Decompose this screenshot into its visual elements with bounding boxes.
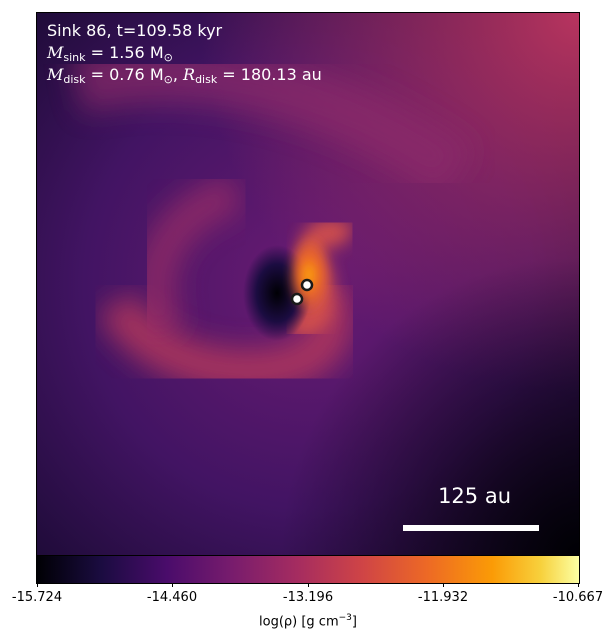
- scale-bar: [403, 525, 539, 531]
- colorbar-tick: [37, 583, 38, 587]
- sink-marker-1: [300, 278, 314, 292]
- sink-title: Sink 86, t=109.58 kyr: [47, 21, 223, 40]
- colorbar-tick-label: -15.724: [11, 590, 63, 605]
- spiral-arm-left: [135, 173, 244, 342]
- colorbar-tick-label: -14.460: [146, 590, 198, 605]
- colorbar-label-end: ]: [351, 614, 357, 630]
- colorbar-label-main: log(ρ) [g cm: [259, 614, 339, 630]
- mass-symbol-disk: M: [47, 65, 64, 84]
- density-map: [37, 13, 579, 555]
- sun-symbol-disk: ⊙: [163, 73, 173, 86]
- sink-subscript: sink: [63, 51, 86, 64]
- colorbar: [36, 555, 580, 584]
- sink-mass-label: Msink = 1.56 M⊙: [47, 43, 173, 68]
- density-image: Sink 86, t=109.58 kyr Msink = 1.56 M⊙ Md…: [36, 12, 580, 556]
- colorbar-tick-label: -13.196: [282, 590, 334, 605]
- colorbar-label: log(ρ) [g cm−3]: [259, 613, 357, 629]
- disk-mass-value: = 0.76 M: [85, 65, 164, 84]
- disk-radius-value: = 180.13 au: [217, 65, 322, 84]
- mass-symbol: M: [47, 43, 64, 62]
- colorbar-label-exponent: −3: [338, 613, 352, 623]
- sun-symbol: ⊙: [163, 51, 173, 64]
- sink-marker-2: [290, 292, 304, 306]
- spiral-arm-outer: [70, 44, 475, 198]
- colorbar-tick: [578, 583, 579, 587]
- colorbar-tick: [308, 583, 309, 587]
- colorbar-tick: [443, 583, 444, 587]
- sink-mass-value: = 1.56 M: [85, 43, 164, 62]
- colorbar-tick-label: -10.667: [552, 590, 604, 605]
- disk-subscript: disk: [63, 73, 86, 86]
- colorbar-tick: [172, 583, 173, 587]
- scale-bar-label: 125 au: [438, 484, 511, 508]
- colorbar-tick-label: -11.932: [417, 590, 469, 605]
- radius-symbol: R: [183, 65, 196, 84]
- disk-properties-label: Mdisk = 0.76 M⊙, Rdisk = 180.13 au: [47, 65, 322, 90]
- radius-subscript: disk: [195, 73, 218, 86]
- separator: ,: [172, 65, 184, 84]
- spiral-arm-lower: [98, 280, 353, 392]
